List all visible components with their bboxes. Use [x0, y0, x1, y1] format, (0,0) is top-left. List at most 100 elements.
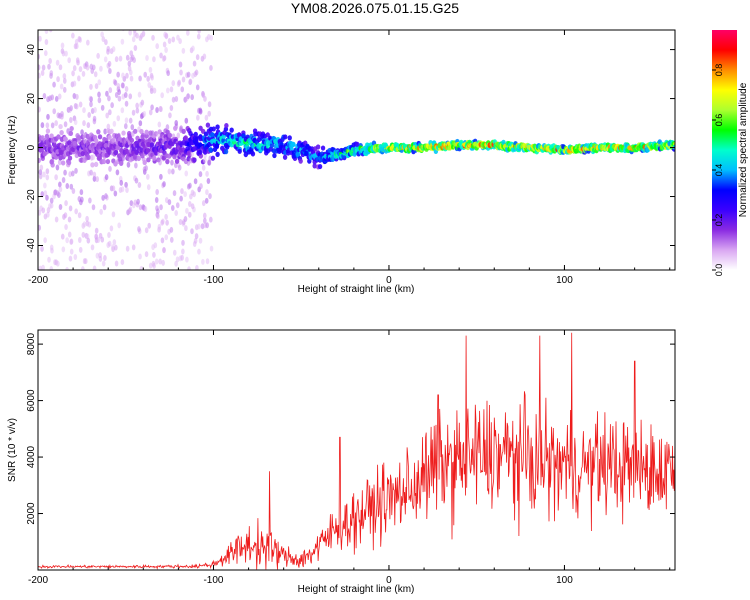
snr-frame	[37, 329, 676, 571]
heatmap-cell	[159, 173, 163, 180]
heatmap-cell	[192, 157, 197, 163]
colorbar-ticks: 0.0 0.2 0.4 0.6 0.8	[712, 64, 724, 277]
heatmap-cell	[43, 190, 48, 197]
heatmap-cell	[85, 133, 90, 139]
heatmap-cell	[66, 160, 72, 166]
heatmap-cell	[110, 102, 114, 109]
heatmap-cell	[73, 253, 78, 260]
heatmap-cell	[75, 43, 79, 50]
colorbar-tick-label: 0.0	[714, 264, 724, 277]
spectrogram-frame	[37, 29, 676, 271]
heatmap-cell	[181, 76, 186, 83]
x-tick-label: -200	[28, 275, 48, 286]
heatmap-cell	[76, 134, 81, 141]
heatmap-cell	[105, 90, 109, 97]
heatmap-cell	[112, 239, 117, 246]
heatmap-cell	[97, 97, 102, 104]
heatmap-cell	[159, 204, 163, 211]
heatmap-cell	[38, 224, 42, 231]
heatmap-cell	[186, 30, 190, 36]
heatmap-cell	[68, 205, 73, 212]
heatmap-cell	[108, 165, 112, 172]
heatmap-cell	[69, 117, 73, 124]
heatmap-cell	[127, 207, 132, 214]
heatmap-cell	[283, 134, 288, 140]
snr-xlabel: Height of straight line (km)	[298, 584, 415, 595]
heatmap-cell	[168, 112, 172, 119]
heatmap-cell	[97, 79, 102, 86]
heatmap-cell	[185, 95, 189, 102]
heatmap-cell	[65, 237, 69, 244]
heatmap-cell	[75, 93, 79, 100]
heatmap-cell	[272, 152, 277, 159]
heatmap-cell	[108, 109, 112, 116]
heatmap-cell	[167, 199, 172, 206]
heatmap-cell	[86, 237, 91, 244]
heatmap-cell	[152, 155, 157, 161]
heatmap-cell	[87, 221, 92, 228]
heatmap-cell	[150, 74, 154, 81]
heatmap-cell	[103, 142, 109, 149]
heatmap-cell	[198, 107, 203, 114]
heatmap-cell	[67, 155, 73, 161]
heatmap-cell	[74, 38, 79, 45]
heatmap-cell	[198, 237, 203, 244]
heatmap-cell	[82, 221, 87, 228]
heatmap-cell	[128, 117, 133, 124]
heatmap-cell	[205, 189, 209, 196]
heatmap-cell	[179, 69, 183, 76]
heatmap-cell	[67, 231, 72, 238]
heatmap-cell	[160, 92, 164, 99]
heatmap-cell	[78, 246, 83, 253]
heatmap-cell	[97, 134, 103, 140]
heatmap-cell	[209, 64, 213, 71]
heatmap-cell	[309, 146, 315, 152]
heatmap-cell	[107, 232, 111, 239]
heatmap-cell	[186, 71, 191, 78]
heatmap-cell	[164, 234, 169, 241]
heatmap-cell	[205, 122, 211, 128]
heatmap-cell	[58, 123, 63, 130]
heatmap-cell	[178, 219, 183, 226]
heatmap-cell	[146, 75, 150, 82]
heatmap-cell	[45, 122, 50, 129]
heatmap-cell	[69, 125, 74, 132]
heatmap-cell	[176, 132, 181, 139]
heatmap-cell	[93, 106, 97, 113]
heatmap-cell	[82, 133, 87, 140]
heatmap-cell	[40, 245, 44, 252]
heatmap-cell	[61, 176, 66, 183]
heatmap-cell	[181, 239, 185, 246]
heatmap-cell	[123, 123, 128, 130]
heatmap-cell	[133, 128, 138, 134]
heatmap-cell	[129, 137, 135, 143]
heatmap-cell	[171, 36, 176, 43]
heatmap-cell	[86, 154, 91, 160]
heatmap-cell	[79, 199, 83, 206]
heatmap-cell	[159, 52, 163, 59]
heatmap-cell	[107, 134, 112, 141]
heatmap-cell	[111, 244, 115, 251]
heatmap-cell	[120, 259, 125, 266]
heatmap-cell	[121, 72, 125, 79]
heatmap-cell	[315, 144, 321, 150]
heatmap-cell	[74, 208, 78, 215]
heatmap-cell	[312, 163, 317, 169]
heatmap-cell	[37, 23, 41, 29]
heatmap-cell	[135, 102, 139, 109]
heatmap-cell	[144, 129, 149, 135]
snr-series-line	[38, 332, 675, 570]
y-tick-label: 4000	[26, 445, 37, 468]
heatmap-cell	[123, 92, 128, 99]
heatmap-cell	[111, 137, 116, 143]
heatmap-cell	[183, 216, 188, 223]
heatmap-cell	[147, 222, 152, 229]
heatmap-cell	[111, 185, 116, 192]
heatmap-cell	[140, 99, 145, 106]
heatmap-cell	[148, 109, 153, 116]
heatmap-cell	[47, 63, 51, 70]
heatmap-cell	[209, 34, 214, 41]
heatmap-cell	[55, 59, 60, 66]
heatmap-cell	[129, 75, 134, 82]
heatmap-cell	[92, 115, 97, 122]
